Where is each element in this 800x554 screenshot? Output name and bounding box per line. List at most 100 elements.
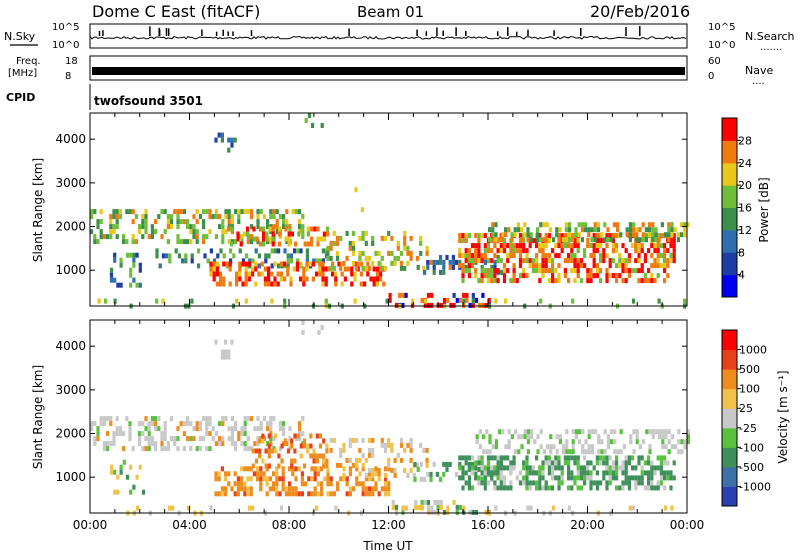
heatmap-cell bbox=[306, 241, 310, 247]
heatmap-cell bbox=[246, 466, 250, 472]
heatmap-cell bbox=[244, 281, 248, 287]
heatmap-cell bbox=[624, 460, 628, 466]
heatmap-cell bbox=[567, 460, 571, 466]
heatmap-cell bbox=[209, 505, 213, 511]
heatmap-cell bbox=[669, 485, 673, 491]
heatmap-cell bbox=[477, 253, 481, 259]
colorbar-swatch bbox=[722, 388, 737, 409]
heatmap-cell bbox=[586, 238, 590, 244]
heatmap-cell bbox=[608, 233, 612, 239]
heatmap-cell bbox=[220, 354, 224, 360]
heatmap-cell bbox=[653, 465, 657, 471]
heatmap-cell bbox=[523, 222, 527, 228]
heatmap-cell bbox=[547, 465, 551, 471]
heatmap-cell bbox=[520, 227, 524, 233]
heatmap-cell bbox=[643, 273, 647, 279]
heatmap-cell bbox=[308, 261, 312, 267]
heatmap-cell bbox=[667, 429, 671, 435]
heatmap-cell bbox=[592, 465, 596, 471]
heatmap-cell bbox=[589, 475, 593, 481]
heatmap-cell bbox=[277, 453, 281, 459]
heatmap-cell bbox=[141, 219, 145, 225]
heatmap-cell bbox=[325, 443, 329, 449]
heatmap-cell bbox=[571, 449, 575, 455]
heatmap-cell bbox=[664, 434, 668, 440]
heatmap-cell bbox=[217, 491, 221, 497]
heatmap-cell bbox=[487, 466, 491, 472]
freq-left-tick-bottom: 8 bbox=[65, 71, 71, 82]
heatmap-cell bbox=[605, 278, 609, 284]
heatmap-cell bbox=[637, 268, 641, 274]
heatmap-cell bbox=[401, 292, 405, 298]
heatmap-cell bbox=[666, 248, 670, 254]
heatmap-cell bbox=[627, 268, 631, 274]
heatmap-cell bbox=[281, 476, 285, 482]
heatmap-cell bbox=[618, 258, 622, 264]
heatmap-cell bbox=[275, 486, 279, 492]
heatmap-cell bbox=[568, 237, 572, 243]
heatmap-cell bbox=[90, 229, 94, 235]
heatmap-cell bbox=[474, 253, 478, 259]
heatmap-cell bbox=[419, 442, 423, 448]
heatmap-cell bbox=[313, 466, 317, 472]
heatmap-cell bbox=[656, 485, 660, 491]
heatmap-cell bbox=[613, 449, 617, 455]
heatmap-cell bbox=[235, 281, 239, 287]
heatmap-cell bbox=[482, 449, 486, 455]
heatmap-cell bbox=[305, 266, 309, 272]
heatmap-cell bbox=[606, 227, 610, 233]
heatmap-cell bbox=[155, 298, 159, 304]
heatmap-cell bbox=[470, 485, 475, 491]
heatmap-cell bbox=[647, 268, 651, 274]
heatmap-cell bbox=[138, 464, 142, 470]
heatmap-cell bbox=[515, 475, 519, 481]
heatmap-cell bbox=[343, 276, 347, 282]
heatmap-cell bbox=[387, 462, 391, 468]
heatmap-cell bbox=[627, 485, 631, 491]
heatmap-cell bbox=[522, 480, 526, 486]
heatmap-cell bbox=[488, 227, 492, 233]
heatmap-cell bbox=[667, 237, 671, 243]
heatmap-cell bbox=[573, 238, 577, 244]
heatmap-cell bbox=[289, 253, 293, 259]
heatmap-cell bbox=[611, 248, 615, 254]
heatmap-cell bbox=[293, 448, 297, 454]
heatmap-cell bbox=[267, 463, 271, 469]
heatmap-cell bbox=[283, 276, 287, 282]
heatmap-cell bbox=[525, 460, 529, 466]
heatmap-cell bbox=[558, 227, 562, 233]
heatmap-cell bbox=[554, 455, 558, 461]
heatmap-cell bbox=[138, 267, 142, 273]
heatmap-cell bbox=[259, 486, 263, 492]
heatmap-cell bbox=[518, 253, 523, 259]
heatmap-cell bbox=[348, 437, 352, 443]
heatmap-cell bbox=[641, 222, 645, 228]
heatmap-cell bbox=[624, 258, 628, 264]
heatmap-cell bbox=[374, 250, 378, 256]
heatmap-cell bbox=[483, 475, 487, 481]
heatmap-cell bbox=[683, 298, 687, 304]
heatmap-cell bbox=[541, 273, 545, 279]
heatmap-cell bbox=[541, 258, 545, 264]
heatmap-cell bbox=[461, 470, 465, 476]
heatmap-cell bbox=[467, 268, 471, 274]
heatmap-cell bbox=[663, 243, 667, 249]
heatmap-cell bbox=[579, 475, 583, 481]
heatmap-cell bbox=[538, 485, 542, 491]
heatmap-cell bbox=[112, 441, 116, 447]
heatmap-cell bbox=[170, 219, 174, 225]
heatmap-cell bbox=[222, 276, 226, 282]
heatmap-cell bbox=[269, 416, 273, 422]
heatmap-cell bbox=[551, 268, 555, 274]
heatmap-cell bbox=[435, 259, 439, 265]
heatmap-cell bbox=[525, 253, 529, 259]
heatmap-cell bbox=[485, 449, 489, 455]
heatmap-cell bbox=[577, 232, 581, 238]
heatmap-cell bbox=[496, 465, 500, 471]
heatmap-cell bbox=[647, 278, 651, 284]
heatmap-cell bbox=[292, 266, 296, 272]
heatmap-cell bbox=[351, 230, 356, 236]
heatmap-cell bbox=[576, 238, 580, 244]
heatmap-cell bbox=[302, 271, 306, 277]
